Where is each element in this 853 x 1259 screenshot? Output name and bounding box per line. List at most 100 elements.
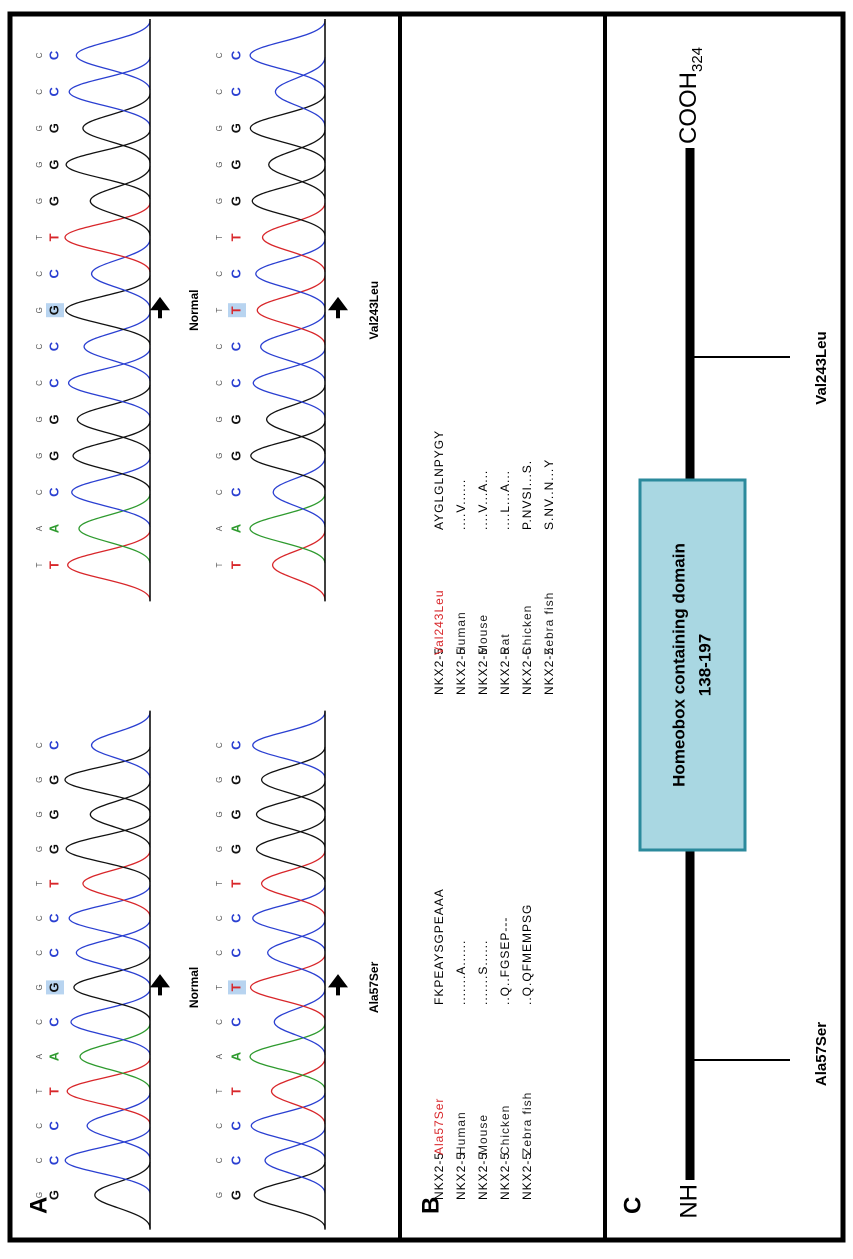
trace-peak (69, 885, 150, 951)
trace-peak (72, 458, 150, 527)
trace-peak (257, 816, 325, 882)
trace-peak (253, 712, 325, 778)
base-call: C (215, 950, 224, 956)
trace-label: Val243Leu (367, 281, 381, 340)
base-call: T (228, 561, 243, 569)
base-call: C (46, 1120, 61, 1130)
base-call: A (215, 1053, 224, 1059)
base-call: T (35, 1089, 44, 1094)
base-call: G (215, 1192, 224, 1198)
domain-range: 138-197 (695, 634, 714, 696)
trace-peak (92, 712, 150, 778)
base-call: C (46, 740, 61, 750)
base-call: C (215, 742, 224, 748)
base-call: C (228, 341, 243, 351)
base-call: G (35, 125, 44, 131)
trace-peak (261, 312, 325, 381)
base-call: G (35, 984, 44, 990)
base-call: G (35, 198, 44, 204)
base-call: G (46, 451, 61, 461)
species: Chicken (520, 605, 534, 655)
base-call: T (35, 881, 44, 886)
gene: NKX2-5 (498, 1152, 512, 1200)
base-call: C (35, 380, 44, 386)
variant-label: Val243Leu (813, 331, 830, 404)
base-call: G (46, 414, 61, 424)
base-call: G (46, 844, 61, 854)
sequence: S.NV..N...Y (542, 459, 556, 530)
species: Zebra fish (520, 1092, 534, 1155)
gene: NKX2-5 (520, 1152, 534, 1200)
trace-peak (263, 203, 325, 272)
base-call: T (46, 1087, 61, 1095)
base-call: C (228, 50, 243, 60)
trace-peak (76, 21, 150, 90)
species: Mouse (476, 614, 490, 655)
sequence: FKPEAYSGPEAAA (432, 888, 446, 1005)
base-call: T (215, 562, 224, 567)
base-call: C (215, 1157, 224, 1163)
base-call: G (228, 809, 243, 819)
base-call: T (228, 983, 243, 991)
base-call: A (35, 525, 44, 531)
domain-box (640, 480, 745, 850)
trace-peak (90, 166, 150, 235)
base-call: C (215, 52, 224, 58)
trace-peak (274, 989, 325, 1055)
trace-peak (265, 1128, 325, 1194)
n-terminus: NH (675, 1184, 702, 1219)
arrow (332, 300, 344, 318)
base-call: A (228, 1051, 243, 1061)
base-call: T (215, 881, 224, 886)
page: {"panels": {"a": "A", "b": "B", "c": "C"… (0, 0, 853, 1254)
trace-label: Normal (187, 967, 201, 1008)
base-call: T (35, 562, 44, 567)
base-call: C (46, 341, 61, 351)
base-call: G (46, 123, 61, 133)
base-call: C (35, 1123, 44, 1129)
base-call: C (228, 86, 243, 96)
trace-peak (73, 421, 150, 490)
base-call: G (35, 811, 44, 817)
base-call: C (228, 378, 243, 388)
trace-peak (69, 57, 150, 126)
base-call: C (46, 378, 61, 388)
base-call: T (215, 985, 224, 990)
base-call: G (228, 1190, 243, 1200)
base-call: G (35, 416, 44, 422)
base-call: G (46, 809, 61, 819)
base-call: G (215, 846, 224, 852)
base-call: C (35, 89, 44, 95)
base-call: G (46, 160, 61, 170)
base-call: C (35, 1019, 44, 1025)
trace-peak (257, 276, 325, 345)
base-call: T (215, 235, 224, 240)
base-call: T (228, 306, 243, 314)
sequence: ....V...... (454, 479, 468, 530)
gene: NKX2-5 (476, 1152, 490, 1200)
base-call: C (35, 52, 44, 58)
trace-label: Normal (187, 290, 201, 331)
base-call: G (46, 982, 61, 992)
trace-peak (250, 21, 325, 90)
base-call: C (46, 86, 61, 96)
trace-peak (262, 747, 325, 813)
trace-peak (275, 57, 325, 126)
species: Human (454, 1111, 468, 1155)
base-call: T (228, 1087, 243, 1095)
base-call: A (228, 523, 243, 533)
sequence: ....V...A... (476, 470, 490, 530)
trace-peak (90, 782, 150, 848)
base-call: A (46, 523, 61, 533)
base-call: C (215, 343, 224, 349)
base-call: G (35, 307, 44, 313)
base-call: G (215, 198, 224, 204)
base-call: C (46, 1155, 61, 1165)
sequence: ..Q.QFMEMPSG (520, 904, 534, 1005)
base-call: G (35, 777, 44, 783)
base-call: C (228, 913, 243, 923)
base-call: G (228, 844, 243, 854)
base-call: A (35, 1053, 44, 1059)
base-call: T (228, 880, 243, 888)
base-call: C (46, 487, 61, 497)
